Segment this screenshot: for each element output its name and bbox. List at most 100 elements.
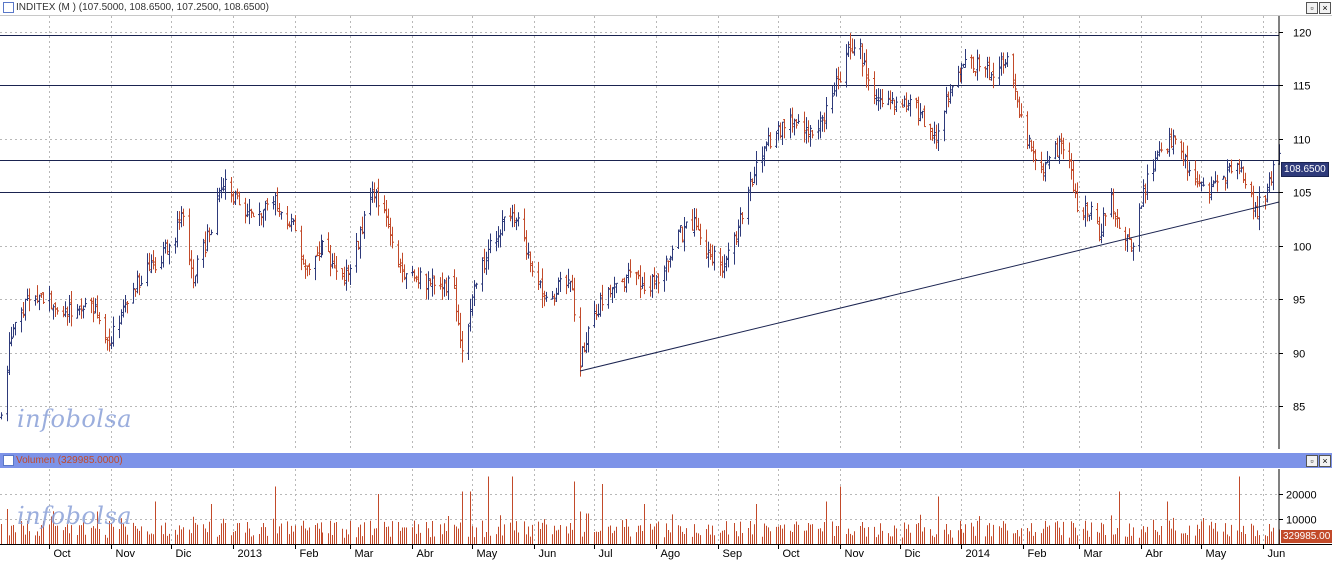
ohlc-bar <box>875 89 878 106</box>
ohlc-bar <box>727 242 730 268</box>
ohlc-bar <box>737 219 740 248</box>
ohlc-bar <box>1076 182 1079 213</box>
ohlc-bar <box>1088 214 1091 222</box>
ohlc-bar <box>238 191 241 206</box>
close-button[interactable]: × <box>1319 2 1331 14</box>
ohlc-bar <box>889 90 892 110</box>
ohlc-bar <box>250 208 253 219</box>
ohlc-bar <box>599 292 602 317</box>
ohlc-bar <box>1006 52 1009 67</box>
ohlc-bar <box>262 209 265 228</box>
ohlc-bar <box>986 56 989 79</box>
ohlc-bar <box>571 274 574 291</box>
ohlc-bar <box>52 304 55 320</box>
support-trendline <box>579 201 1280 372</box>
ohlc-bar <box>559 271 562 292</box>
ohlc-bar <box>551 290 554 300</box>
ohlc-bar <box>66 306 69 326</box>
ohlc-bar <box>290 213 293 232</box>
ohlc-bar <box>1152 159 1155 182</box>
ohlc-bar <box>937 123 940 151</box>
ohlc-bar <box>805 117 808 144</box>
ohlc-bar <box>126 301 129 314</box>
month-label: Jun <box>1268 548 1286 560</box>
ohlc-bar <box>152 250 155 270</box>
ohlc-bar <box>990 71 993 81</box>
ohlc-bar <box>453 269 456 289</box>
ohlc-bar <box>106 337 109 351</box>
ohlc-bar <box>1172 129 1175 155</box>
ohlc-bar <box>397 240 400 268</box>
ohlc-bar <box>735 231 738 246</box>
ohlc-bar <box>439 277 442 290</box>
ohlc-bar <box>413 269 416 282</box>
ohlc-bar <box>713 245 716 271</box>
ohlc-bar <box>461 331 464 363</box>
ohlc-bar <box>677 229 680 250</box>
ohlc-bar <box>817 119 820 140</box>
ohlc-bar <box>176 210 179 248</box>
ohlc-bar <box>1138 203 1141 252</box>
panel-window-icon <box>3 2 14 13</box>
ohlc-bar <box>1040 151 1043 174</box>
month-label: Nov <box>116 548 136 560</box>
ohlc-bar <box>411 265 414 277</box>
price-tick-label: 110 <box>1293 135 1311 147</box>
ohlc-bar <box>569 280 572 292</box>
close-button[interactable]: × <box>1319 455 1331 467</box>
ohlc-bar <box>707 241 710 268</box>
ohlc-bar <box>258 202 261 227</box>
ohlc-bar <box>797 114 800 124</box>
ohlc-bar <box>1154 150 1157 172</box>
ohlc-bar <box>793 118 796 136</box>
ohlc-bar <box>1170 128 1173 149</box>
ohlc-bar <box>705 229 708 259</box>
ohlc-bar <box>42 292 45 304</box>
ohlc-bar <box>1084 195 1087 227</box>
restore-button[interactable]: ▫ <box>1306 2 1318 14</box>
ohlc-bar <box>917 96 920 126</box>
ohlc-bar <box>915 97 918 109</box>
ohlc-bar <box>417 267 420 289</box>
ohlc-bar <box>182 208 185 227</box>
ohlc-bar <box>1032 141 1035 163</box>
ohlc-bar <box>1202 177 1205 187</box>
ohlc-bar <box>783 119 786 139</box>
ohlc-bar <box>1086 202 1089 222</box>
ohlc-bar <box>1230 159 1233 174</box>
ohlc-bar <box>573 277 576 322</box>
month-label: Dic <box>905 548 921 560</box>
ohlc-bar <box>919 103 922 122</box>
ohlc-bar <box>839 71 842 83</box>
ohlc-bar <box>865 49 868 88</box>
price-chart[interactable]: 85 90 95 100 105 110 115 120 <box>0 16 1332 452</box>
ohlc-bar <box>274 192 277 216</box>
ohlc-bar <box>1118 217 1121 229</box>
ohlc-bar <box>341 268 344 280</box>
ohlc-bar <box>304 259 307 279</box>
volume-chart[interactable]: 10000 20000 Oct Nov Dic 2013 Feb Mar Abr May Jun J… <box>0 469 1332 561</box>
ohlc-bar <box>1070 153 1073 180</box>
month-label: Feb <box>1028 548 1047 560</box>
ohlc-bar <box>1194 160 1197 186</box>
ohlc-bar <box>347 264 350 282</box>
ohlc-bar <box>252 212 255 218</box>
ohlc-bar <box>607 287 610 309</box>
ohlc-bar <box>929 123 932 141</box>
ohlc-bar <box>921 110 924 119</box>
ohlc-bar <box>236 188 239 200</box>
ohlc-bar <box>531 261 534 277</box>
restore-button[interactable]: ▫ <box>1306 455 1318 467</box>
ohlc-bar <box>475 282 478 289</box>
ohlc-bar <box>316 246 319 257</box>
ohlc-bar <box>845 44 848 88</box>
ohlc-bar <box>957 65 960 88</box>
ohlc-bar <box>405 273 408 290</box>
ohlc-bar <box>48 285 51 312</box>
ohlc-bar <box>264 200 267 221</box>
ohlc-bar <box>361 216 364 235</box>
volume-grid <box>0 469 1279 544</box>
ohlc-bar <box>1012 53 1015 89</box>
ohlc-bar <box>769 132 772 149</box>
ohlc-bar <box>627 262 630 284</box>
